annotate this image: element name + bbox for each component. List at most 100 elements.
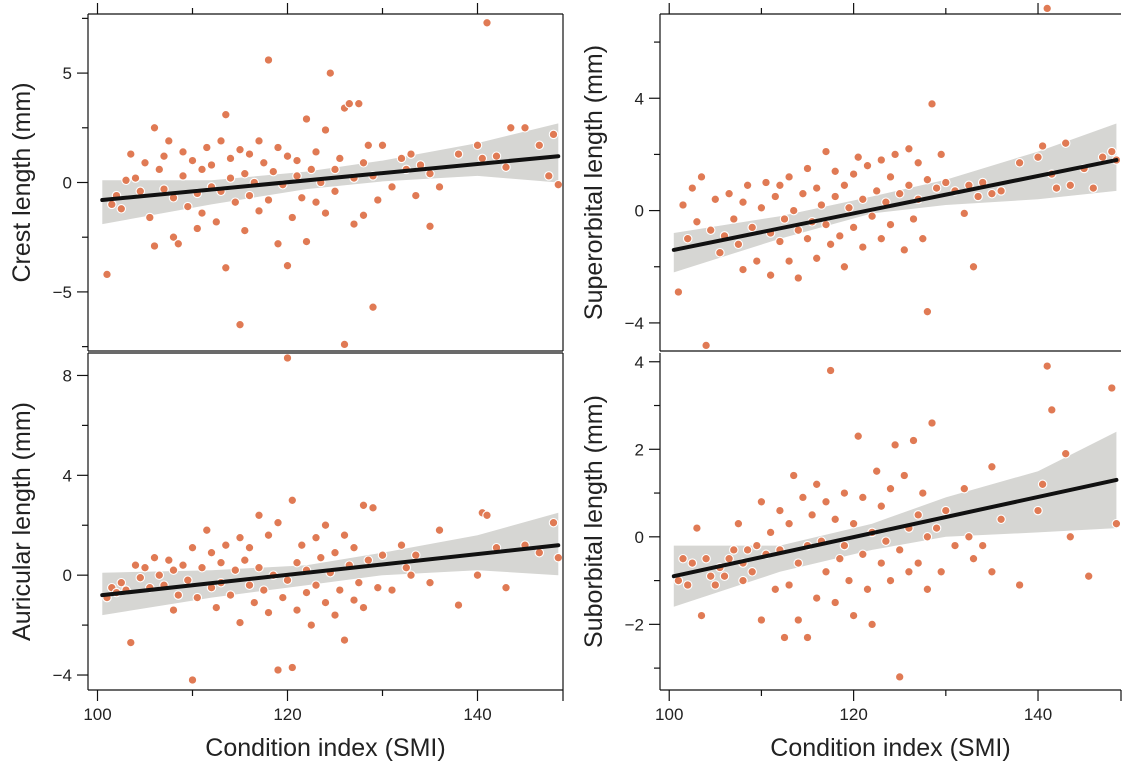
data-point bbox=[1014, 580, 1025, 590]
data-point bbox=[765, 527, 776, 538]
data-point bbox=[844, 203, 854, 213]
data-point bbox=[102, 269, 112, 280]
data-point bbox=[320, 597, 331, 608]
data-point bbox=[344, 98, 355, 109]
y-axis-title: Auricular length (mm) bbox=[8, 402, 36, 641]
data-point bbox=[263, 607, 274, 618]
data-point bbox=[206, 160, 217, 170]
data-point bbox=[126, 637, 136, 648]
data-point bbox=[282, 260, 293, 271]
data-point bbox=[705, 225, 716, 235]
data-point bbox=[263, 195, 274, 205]
data-point bbox=[770, 191, 781, 202]
data-point bbox=[244, 580, 255, 590]
confidence-band bbox=[102, 512, 559, 616]
data-point bbox=[839, 180, 850, 191]
data-point bbox=[802, 632, 813, 643]
data-point bbox=[673, 287, 684, 297]
data-point bbox=[918, 488, 928, 498]
data-point bbox=[164, 136, 174, 146]
data-point bbox=[1047, 405, 1057, 415]
data-point bbox=[358, 602, 369, 613]
data-point bbox=[254, 136, 264, 146]
data-point bbox=[821, 219, 831, 230]
data-point bbox=[230, 197, 241, 207]
data-point bbox=[453, 600, 464, 610]
data-point bbox=[756, 615, 767, 625]
data-point bbox=[894, 188, 905, 199]
data-point bbox=[941, 177, 951, 188]
data-point bbox=[178, 560, 188, 570]
data-point bbox=[187, 155, 198, 166]
data-point bbox=[798, 188, 808, 199]
data-point bbox=[871, 466, 882, 476]
data-point bbox=[534, 547, 545, 558]
y-tick-label: −2 bbox=[625, 615, 644, 634]
data-point bbox=[211, 217, 222, 227]
data-point bbox=[339, 339, 350, 350]
data-point bbox=[373, 582, 383, 593]
data-point bbox=[116, 577, 127, 588]
data-point bbox=[927, 418, 937, 428]
y-tick-label: 8 bbox=[63, 366, 72, 385]
data-point bbox=[235, 319, 245, 330]
data-point bbox=[506, 123, 516, 133]
data-point bbox=[830, 514, 840, 525]
data-point bbox=[853, 431, 863, 441]
data-point bbox=[747, 567, 757, 577]
data-point bbox=[501, 582, 511, 593]
data-point bbox=[330, 164, 340, 175]
data-point bbox=[354, 577, 364, 588]
data-point bbox=[871, 186, 882, 196]
data-point bbox=[273, 665, 283, 675]
data-point bbox=[1065, 532, 1076, 542]
data-point bbox=[140, 562, 150, 573]
data-point bbox=[973, 191, 983, 202]
data-point bbox=[738, 197, 748, 207]
data-point bbox=[784, 518, 794, 529]
data-point bbox=[922, 174, 933, 185]
data-point bbox=[807, 510, 817, 520]
y-tick-label: 5 bbox=[63, 64, 72, 83]
data-point bbox=[292, 605, 302, 615]
y-tick-label: 2 bbox=[635, 440, 644, 459]
data-point bbox=[701, 553, 711, 564]
data-point bbox=[811, 593, 822, 603]
data-point bbox=[273, 239, 283, 249]
data-point bbox=[987, 188, 997, 199]
data-point bbox=[135, 572, 146, 583]
data-point bbox=[876, 501, 887, 511]
data-point bbox=[1042, 361, 1052, 371]
data-point bbox=[931, 183, 942, 193]
data-point bbox=[287, 212, 298, 223]
data-point bbox=[330, 610, 340, 620]
data-point bbox=[1037, 479, 1048, 490]
data-point bbox=[752, 256, 762, 266]
data-point bbox=[793, 615, 804, 625]
data-point bbox=[254, 562, 264, 573]
data-point bbox=[821, 497, 831, 507]
data-point bbox=[306, 164, 317, 175]
confidence-band bbox=[673, 431, 1117, 607]
data-point bbox=[733, 239, 744, 250]
data-point bbox=[811, 479, 822, 490]
data-point bbox=[784, 580, 794, 590]
data-point bbox=[168, 232, 179, 242]
data-point bbox=[775, 505, 785, 516]
data-point bbox=[996, 514, 1006, 525]
data-point bbox=[178, 171, 188, 181]
data-point bbox=[225, 153, 236, 164]
data-point bbox=[811, 253, 822, 264]
data-point bbox=[835, 553, 845, 564]
data-point bbox=[406, 570, 416, 580]
data-point bbox=[240, 225, 250, 236]
data-point bbox=[320, 208, 331, 218]
data-point bbox=[178, 147, 188, 157]
data-point bbox=[793, 273, 804, 283]
data-point bbox=[835, 231, 845, 241]
superorbital-length-panel: −4 0 4 Superorbital length (mm) bbox=[580, 3, 1122, 352]
data-point bbox=[173, 590, 184, 600]
data-point bbox=[964, 532, 974, 542]
data-point bbox=[145, 212, 155, 223]
data-point bbox=[1111, 518, 1122, 529]
